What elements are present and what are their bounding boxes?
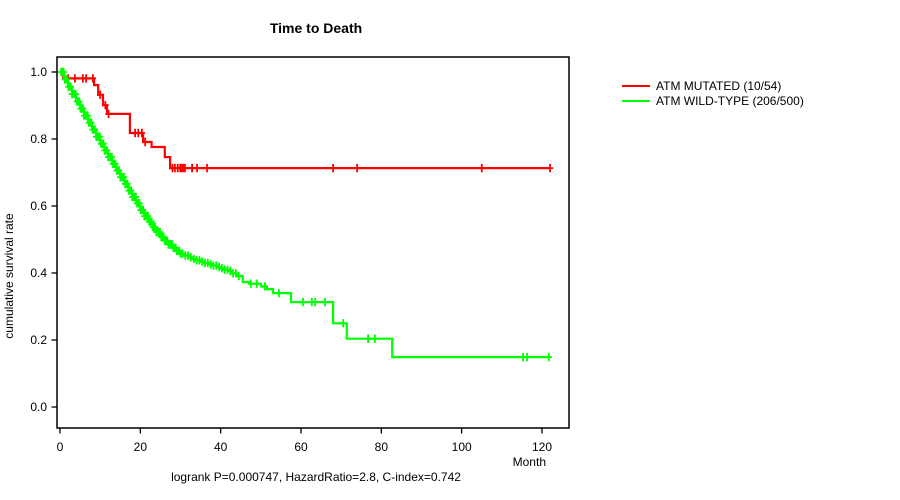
x-tick-label: 80: [375, 440, 389, 454]
x-axis: 0 20 40 60 80 100 120: [57, 428, 552, 454]
survival-curve-mutated: [60, 70, 550, 170]
x-tick-label: 120: [532, 440, 552, 454]
survival-curve-wild-type: [60, 70, 550, 359]
plot-border: [56, 56, 570, 429]
x-tick-label: 0: [57, 440, 64, 454]
survival-curves: [58, 67, 554, 362]
y-tick-label: 0.6: [30, 199, 47, 213]
y-axis: 1.0 0.8 0.6 0.4 0.2 0.0: [30, 65, 57, 414]
x-tick-label: 100: [452, 440, 472, 454]
legend-item-atm-mutated: ATM MUTATED (10/54): [622, 79, 781, 93]
censor-marks-mutated: [64, 74, 554, 173]
legend-label-atm-mutated: ATM MUTATED (10/54): [656, 79, 781, 93]
censor-marks-wild-type: [58, 67, 552, 362]
y-tick-label: 1.0: [30, 65, 47, 79]
legend-item-atm-wild-type: ATM WILD-TYPE (206/500): [622, 94, 804, 108]
x-tick-label: 20: [134, 440, 148, 454]
y-tick-label: 0.0: [30, 400, 47, 414]
x-tick-label: 40: [214, 440, 228, 454]
legend-label-atm-wild-type: ATM WILD-TYPE (206/500): [656, 94, 804, 108]
y-tick-label: 0.8: [30, 132, 47, 146]
chart-title: Time to Death: [270, 20, 362, 36]
y-tick-label: 0.2: [30, 333, 47, 347]
x-tick-label: 60: [294, 440, 308, 454]
legend: ATM MUTATED (10/54) ATM WILD-TYPE (206/5…: [622, 79, 804, 108]
x-axis-label: Month: [513, 455, 546, 469]
y-tick-label: 0.4: [30, 266, 47, 280]
stats-annotation: logrank P=0.000747, HazardRatio=2.8, C-i…: [171, 470, 461, 484]
y-axis-label: cumulative survival rate: [2, 213, 16, 339]
